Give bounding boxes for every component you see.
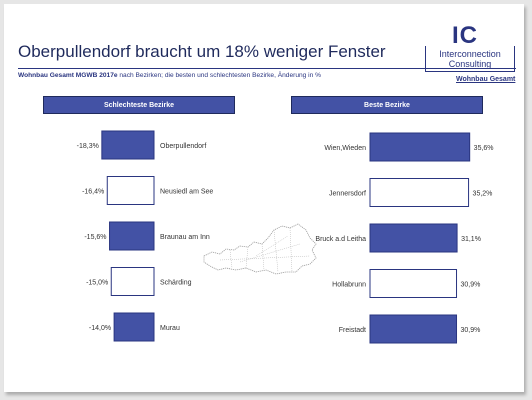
subtitle-rest: nach Bezirken; die besten und schlechtes… xyxy=(119,72,321,79)
slide: Oberpullendorf braucht um 18% weniger Fe… xyxy=(4,4,524,392)
best-value-label-0: 35,6% xyxy=(474,145,494,152)
worst-value-label-2: -15,6% xyxy=(84,234,106,241)
worst-bar-0 xyxy=(101,130,155,160)
worst-value-label-4: -14,0% xyxy=(89,325,111,332)
page-title: Oberpullendorf braucht um 18% weniger Fe… xyxy=(18,42,386,61)
worst-category-label-0: Oberpullendorf xyxy=(160,143,206,150)
worst-value-label-1: -16,4% xyxy=(82,189,104,196)
worst-bar-1 xyxy=(106,176,155,205)
best-category-label-0: Wien,Wieden xyxy=(324,145,366,152)
best-category-label-4: Freistadt xyxy=(339,327,366,334)
worst-category-label-2: Braunau am Inn xyxy=(160,234,210,241)
best-value-label-1: 35,2% xyxy=(473,191,493,198)
bar-charts: -18,3% Oberpullendorf -16,4% Neusiedl am Se… xyxy=(77,130,494,344)
best-category-label-2: Bruck a.d Leitha xyxy=(315,236,366,243)
worst-bar-4 xyxy=(113,312,155,342)
best-bar-2 xyxy=(369,223,458,253)
worst-category-label-3: Schärding xyxy=(160,280,192,287)
logo-line-2: Consulting xyxy=(448,59,492,69)
brand-label: Wohnbau Gesamt xyxy=(456,76,516,83)
best-category-label-1: Jennersdorf xyxy=(329,191,366,198)
logo-mark: IC xyxy=(452,22,478,49)
best-value-label-2: 31,1% xyxy=(461,236,481,243)
best-bar-3 xyxy=(369,269,458,298)
subtitle: Wohnbau Gesamt MGWB 2017e nach Bezirken;… xyxy=(18,72,321,79)
best-bar-0 xyxy=(369,132,471,162)
logo-line-1: Interconnection xyxy=(439,49,501,59)
best-category-label-3: Hollabrunn xyxy=(332,282,366,289)
company-logo: IC Interconnection Consulting xyxy=(425,22,515,74)
worst-value-label-0: -18,3% xyxy=(77,143,99,150)
logo-frame xyxy=(425,46,515,72)
worst-category-label-4: Murau xyxy=(160,325,180,332)
worst-bar-2 xyxy=(109,221,155,251)
header-divider xyxy=(18,68,516,69)
worst-category-label-1: Neusiedl am See xyxy=(160,189,213,196)
worst-bar-3 xyxy=(110,267,155,296)
best-panel-title: Beste Bezirke xyxy=(291,96,483,114)
worst-value-label-3: -15,0% xyxy=(86,280,108,287)
best-value-label-4: 30,9% xyxy=(461,327,481,334)
best-value-label-3: 30,9% xyxy=(461,282,481,289)
best-bar-1 xyxy=(369,178,470,207)
best-bar-4 xyxy=(369,314,458,344)
austria-map-icon xyxy=(203,223,317,275)
subtitle-bold: Wohnbau Gesamt MGWB 2017e xyxy=(18,72,118,79)
worst-panel-title: Schlechteste Bezirke xyxy=(43,96,235,114)
